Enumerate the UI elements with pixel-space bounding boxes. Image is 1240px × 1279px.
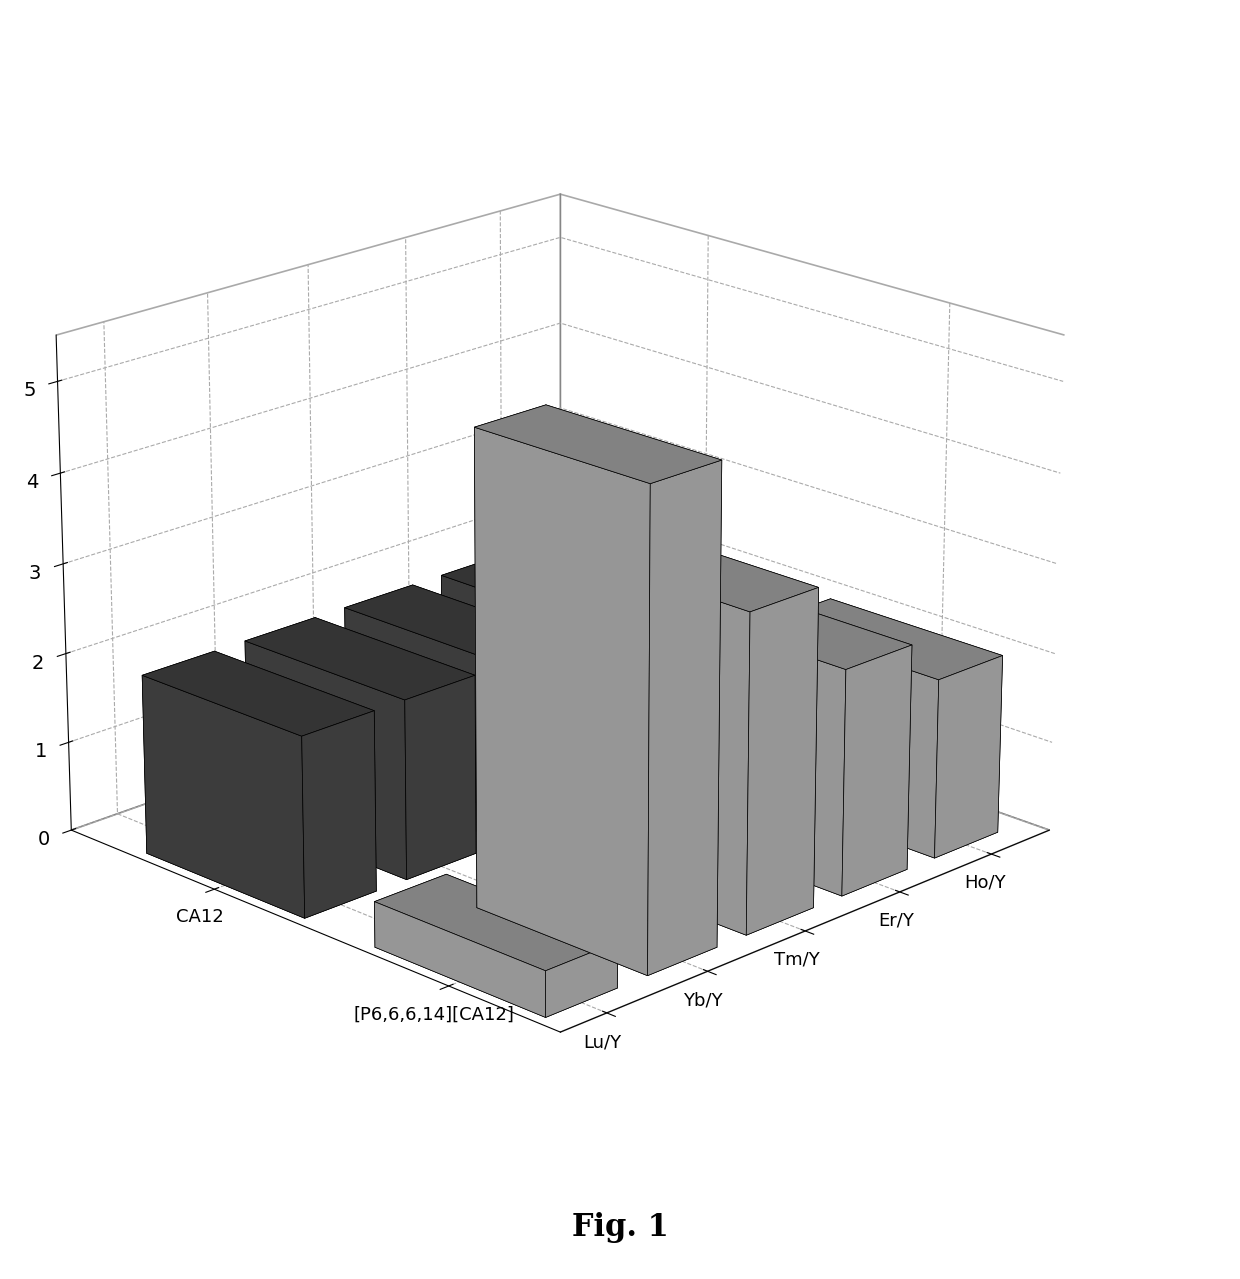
Text: Fig. 1: Fig. 1 [572,1212,668,1243]
